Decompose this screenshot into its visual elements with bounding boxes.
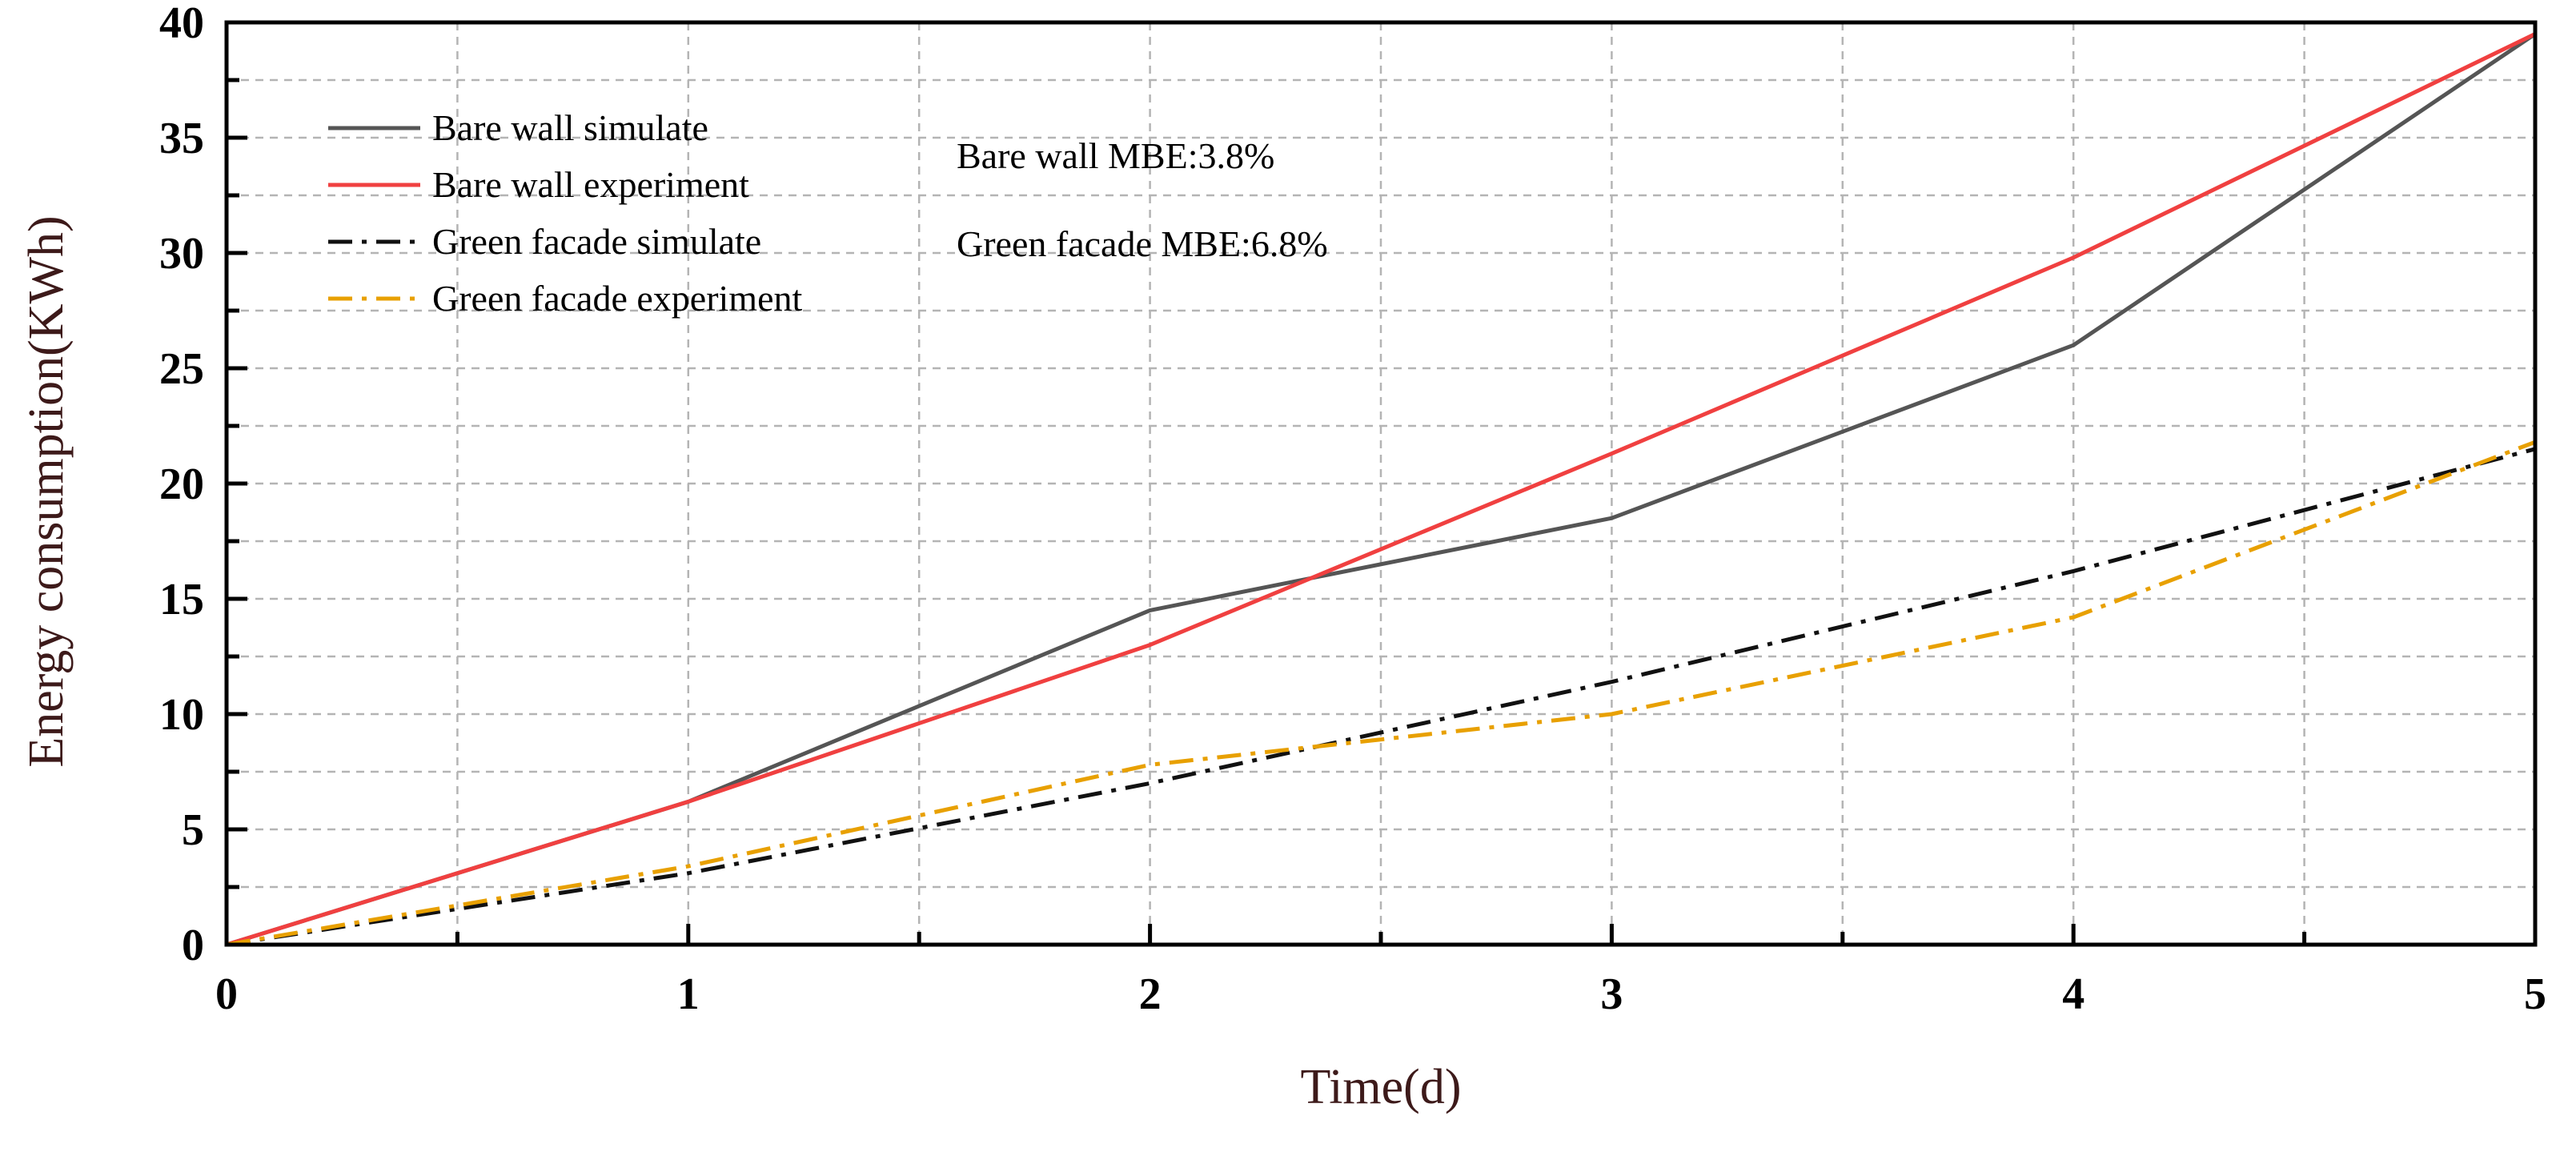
y-tick-label: 5 xyxy=(182,805,204,855)
y-tick-label: 40 xyxy=(159,0,204,48)
y-tick-label: 25 xyxy=(159,344,204,394)
y-tick-label: 20 xyxy=(159,460,204,509)
legend-label: Bare wall experiment xyxy=(432,164,749,205)
legend-label: Green facade simulate xyxy=(432,221,761,262)
legend-label: Green facade experiment xyxy=(432,278,802,319)
green-facade-mbe-annotation: Green facade MBE:6.8% xyxy=(957,223,1328,264)
x-tick-label: 4 xyxy=(2062,969,2084,1019)
axis-ticks xyxy=(224,20,2538,947)
y-tick-label: 0 xyxy=(182,921,204,970)
y-tick-label: 15 xyxy=(159,575,204,624)
series-lines xyxy=(226,32,2537,947)
x-tick-label: 1 xyxy=(677,969,700,1019)
legend: Bare wall simulate Bare wall experiment Gr… xyxy=(328,107,802,319)
x-tick-label: 5 xyxy=(2524,969,2546,1019)
y-tick-label: 10 xyxy=(159,690,204,740)
series-line-green-facade-experiment xyxy=(226,440,2536,947)
bare-wall-mbe-annotation: Bare wall MBE:3.8% xyxy=(957,135,1274,176)
series-line-bare-wall-experiment xyxy=(226,32,2537,947)
y-tick-labels: 0 5 10 15 20 25 30 35 40 xyxy=(159,0,204,970)
series-line-green-facade-simulate xyxy=(226,447,2536,947)
x-tick-labels: 0 1 2 3 4 5 xyxy=(215,969,2546,1019)
x-tick-label: 2 xyxy=(1139,969,1162,1019)
x-tick-label: 3 xyxy=(1600,969,1623,1019)
x-tick-label: 0 xyxy=(215,969,238,1019)
y-tick-label: 35 xyxy=(159,114,204,163)
y-axis-title: Energy consumption(KWh) xyxy=(19,215,74,767)
legend-label: Bare wall simulate xyxy=(432,107,708,148)
y-tick-label: 30 xyxy=(159,229,204,279)
x-axis-title: Time(d) xyxy=(1301,1060,1462,1114)
